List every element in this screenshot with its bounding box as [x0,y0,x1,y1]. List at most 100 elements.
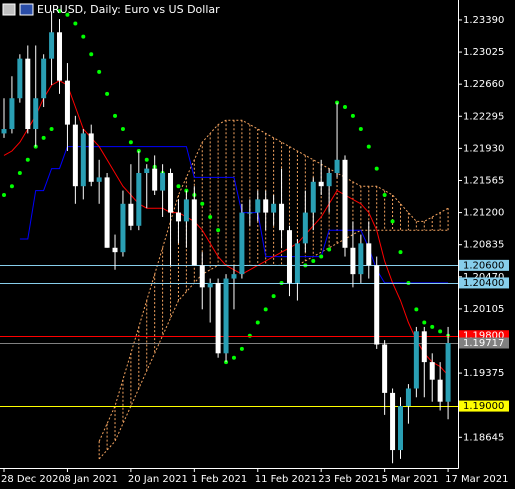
candle-body [286,230,292,283]
candle-body [302,212,308,244]
candle-body [96,177,102,182]
sar-dot [49,127,54,132]
sar-dot [406,280,411,285]
sar-dot [438,329,443,334]
symbol-flag [19,3,34,16]
candle-body [334,159,340,174]
candle-body [183,199,189,222]
candle-body [445,343,451,402]
candle-body [191,199,197,266]
sar-dot [350,113,355,118]
sar-dot [430,324,435,329]
sar-dot [247,333,252,338]
sar-dot [366,144,371,149]
sar-dot [311,258,316,263]
x-tick-label: 17 Mar 2021 [445,474,508,485]
sar-dot [342,105,347,110]
candle-body [88,133,94,182]
y-tick-label: 1.21200 [463,208,504,219]
sar-dot [17,171,22,176]
sar-dot [263,307,268,312]
sar-dot [216,228,221,233]
candle-body [255,199,261,213]
price-level-box [459,277,509,289]
sar-dot [113,113,118,118]
candle-body [382,344,388,393]
price-level-label: 1.19800 [463,331,504,342]
y-tick-label: 1.20105 [463,304,504,315]
candle-body [112,247,118,253]
sar-dot [271,294,276,299]
candle-body [223,278,229,354]
candle-body [247,212,253,214]
candle-body [136,173,142,226]
cloud-lower [98,229,449,460]
sar-dot [319,254,324,259]
candle-body [366,243,372,266]
y-tick-label: 1.21930 [463,143,504,154]
x-tick-label: 5 Mar 2021 [382,474,439,485]
x-tick-label: 28 Dec 2020 [1,474,65,485]
x-tick-label: 23 Feb 2021 [318,474,380,485]
candle-body [175,212,181,222]
sar-dot [97,69,102,74]
y-tick-label: 1.18645 [463,432,504,443]
sar-dot [2,192,6,197]
candle-body [64,80,70,125]
candle-body [318,181,324,187]
candle-body [25,58,31,130]
price-level-box [459,400,509,412]
sar-dot [374,166,379,171]
candle-body [342,159,348,248]
sar-dot [25,157,30,162]
sar-dot [57,9,62,14]
candle-body [49,32,55,59]
candle-body [310,181,316,213]
candle-body [128,203,134,226]
candle-body [57,32,63,81]
candle-body [80,133,86,187]
chart-icon [2,3,16,16]
y-tick-label: 1.23025 [463,47,504,58]
candle-body [215,282,221,354]
y-tick-label: 1.21565 [463,175,504,186]
plot-area [0,9,458,464]
candle-body [390,392,396,451]
y-tick-label: 1.20470 [463,272,504,283]
y-tick-label: 1.23390 [463,15,504,26]
candle-body [160,173,166,191]
candle-body [358,243,364,275]
x-tick-label: 1 Feb 2021 [191,474,247,485]
y-tick-label: 1.20835 [463,240,504,251]
sar-dot [144,157,149,162]
sar-dot [176,184,181,189]
y-tick-label: 1.22660 [463,79,504,90]
price-level-label: 1.20600 [463,260,504,271]
candle-body [421,331,427,363]
candle-body [120,203,126,253]
sar-dot [231,355,236,360]
price-level-box [459,330,509,342]
price-level-label: 1.20400 [463,278,504,289]
candle-body [1,129,7,134]
candle-body [374,265,380,345]
sar-dot [73,21,78,26]
sar-dot [128,140,133,145]
sar-dot [105,91,110,96]
candle-body [413,331,419,389]
sar-dot [382,192,387,197]
price-level-box [459,337,509,349]
candle-body [152,168,158,191]
candle-body [350,247,356,275]
sar-dot [390,219,395,224]
sar-dot [120,127,125,132]
sar-dot [208,214,213,219]
sar-dot [414,307,419,312]
candle-body [279,203,285,231]
candle-body [231,274,237,279]
candle-body [104,177,110,248]
x-tick-label: 8 Jan 2021 [64,474,118,485]
x-tick-label: 11 Feb 2021 [255,474,317,485]
